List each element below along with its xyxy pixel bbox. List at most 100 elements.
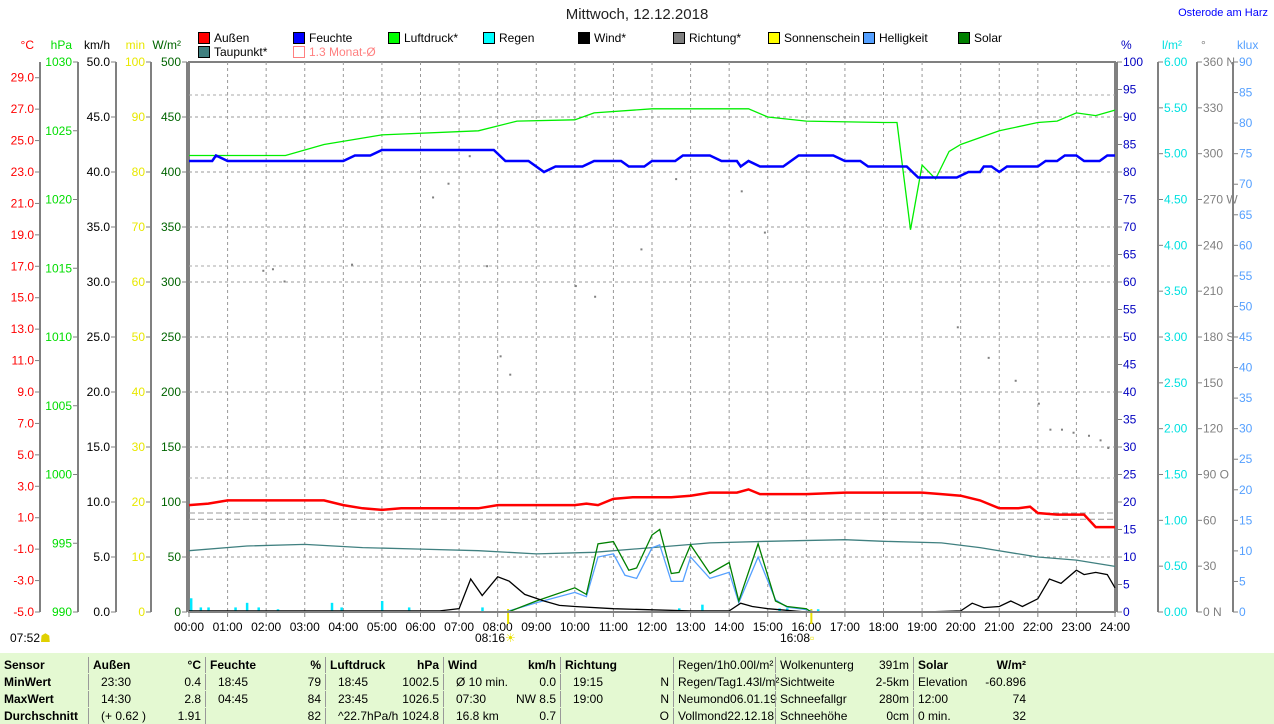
sunrise-label: 08:16 — [475, 631, 506, 645]
stats-value: 79 — [307, 675, 321, 689]
axis-tick-label-rain: 2.00 — [1164, 422, 1188, 436]
legend-label: Wind* — [594, 31, 627, 45]
stats-label: Schneehöhe — [780, 709, 848, 723]
rain-bar — [207, 607, 210, 612]
legend-label: Sonnenschein — [784, 31, 861, 45]
axis-tick-label-sun: 10 — [132, 550, 146, 564]
stats-label: Vollmond — [678, 709, 728, 723]
stats-value: 391m — [878, 658, 909, 672]
stats-cell-group: O — [560, 708, 673, 724]
series-line-luftdruck — [189, 108, 1116, 230]
direction-point — [1014, 379, 1017, 382]
axis-tick-label-dir: 90 O — [1203, 468, 1229, 482]
axis-tick-label-dir: 60 — [1203, 513, 1217, 527]
legend-swatch — [958, 32, 970, 44]
stats-label: Elevation — [918, 675, 968, 689]
stats-value: 82 — [307, 709, 321, 723]
axis-tick-label-hum: 65 — [1123, 248, 1137, 262]
stats-value: °C — [187, 658, 201, 672]
stats-value: 0.00l/m² — [730, 658, 774, 672]
direction-point — [432, 196, 435, 199]
stats-cell-group: Wind km/h — [443, 657, 560, 673]
axis-tick-label-dir: 330 — [1203, 101, 1223, 115]
axis-tick-label-wind: 25.0 — [87, 330, 111, 344]
stats-cell-group: Sensor — [0, 657, 88, 673]
stats-label — [565, 708, 660, 724]
rain-bar — [816, 609, 820, 612]
axis-tick-label-dir: 360 N — [1203, 55, 1235, 69]
stats-label — [210, 708, 308, 724]
stats-cell-group: Regen/1h 0.00l/m² — [673, 657, 775, 673]
stats-value: km/h — [527, 658, 556, 672]
axis-tick-label-hum: 40 — [1123, 385, 1137, 399]
axis-tick-label-sun: 50 — [132, 330, 146, 344]
stats-label: MaxWert — [4, 692, 54, 706]
axis-tick-label-press: 1020 — [45, 193, 72, 207]
stats-cell-group: Luftdruck hPa — [325, 657, 443, 673]
axis-tick-label-press: 1030 — [45, 55, 72, 69]
axis-tick-label-rain: 0.50 — [1164, 559, 1188, 573]
axis-tick-label-solar: 200 — [161, 385, 181, 399]
chart-title: Mittwoch, 12.12.2018 — [565, 6, 709, 23]
axis-tick-label-solar: 300 — [161, 275, 181, 289]
x-tick-label: 24:00 — [1100, 620, 1130, 634]
stats-value: 1026.5 — [402, 692, 439, 706]
axis-tick-label-hum: 90 — [1123, 110, 1137, 124]
stats-label: MinWert — [4, 675, 52, 689]
axis-tick-label-hum: 20 — [1123, 495, 1137, 509]
legend-swatch — [768, 32, 780, 44]
axis-tick-label-temp: -1.0 — [13, 542, 34, 556]
stats-row: MaxWert 14:30 2.8 04:45 84 23:45 1026.5 07:30 NW… — [0, 691, 1274, 707]
axis-tick-label-sun: 40 — [132, 385, 146, 399]
axis-tick-label-press: 1015 — [45, 261, 72, 275]
stats-label: 12:00 — [918, 692, 949, 706]
stats-label: 14:30 — [101, 692, 132, 706]
axis-tick-label-temp: 3.0 — [17, 479, 34, 493]
direction-point — [1099, 439, 1102, 442]
axis-tick-label-dir: 30 — [1203, 559, 1217, 573]
dawn-label: 07:52 — [10, 631, 41, 645]
legend-item: Solar — [958, 31, 1002, 45]
stats-value: 1002.5 — [402, 675, 439, 689]
axis-tick-label-lux: 25 — [1239, 452, 1253, 466]
x-tick-label: 14:00 — [714, 620, 744, 634]
stats-label: Ø 10 min. — [456, 675, 509, 689]
legend-item: Regen — [483, 31, 534, 45]
series-line-wind — [189, 569, 1116, 613]
stats-cell-group: 23:30 0.4 — [88, 674, 205, 690]
stats-cell-group: Regen/Tag 1.43l/m² — [673, 674, 779, 690]
x-tick-label: 11:00 — [599, 620, 628, 634]
x-tick-label: 09:00 — [521, 620, 551, 634]
axis-tick-label-lux: 90 — [1239, 55, 1253, 69]
stats-cell-group: 0 min. 32 — [913, 708, 1030, 724]
axis-tick-label-temp: 29.0 — [11, 71, 35, 85]
stats-cell-group: 16.8 km 0.7 — [443, 708, 560, 724]
x-tick-label: 13:00 — [676, 620, 706, 634]
series-line-außen — [188, 488, 1115, 529]
axis-tick-label-sun: 70 — [132, 220, 146, 234]
rain-bar — [199, 607, 203, 612]
axis-tick-label-hum: 30 — [1123, 440, 1137, 454]
direction-point — [447, 182, 450, 185]
sunset-icon: ▫ — [810, 631, 815, 645]
stats-cell-group: Durchschnitt — [0, 708, 88, 724]
location-link[interactable]: Osterode am Harz — [1178, 7, 1268, 19]
x-tick-label: 15:00 — [753, 620, 783, 634]
axis-tick-label-wind: 20.0 — [87, 385, 111, 399]
axis-tick-label-press: 1010 — [45, 330, 72, 344]
axis-tick-label-hum: 10 — [1123, 550, 1137, 564]
stats-value: 2.8 — [184, 692, 201, 706]
axis-tick-label-rain: 4.00 — [1164, 238, 1188, 252]
stats-cell-group: 04:45 84 — [205, 691, 325, 707]
stats-label: 04:45 — [218, 692, 249, 706]
axis-tick-label-hum: 70 — [1123, 220, 1137, 234]
x-tick-label: 20:00 — [946, 620, 976, 634]
axis-tick-label-dir: 120 — [1203, 422, 1223, 436]
legend-item: Taupunkt* — [198, 45, 267, 59]
axis-tick-label-hum: 25 — [1123, 468, 1137, 482]
stats-cell-group: MinWert — [0, 674, 88, 690]
x-tick-label: 07:00 — [444, 620, 474, 634]
axis-tick-label-lux: 5 — [1239, 574, 1246, 588]
stats-cell-group: ^22.7hPa/h 1024.8 — [325, 708, 443, 724]
axis-tick-label-rain: 4.50 — [1164, 193, 1188, 207]
